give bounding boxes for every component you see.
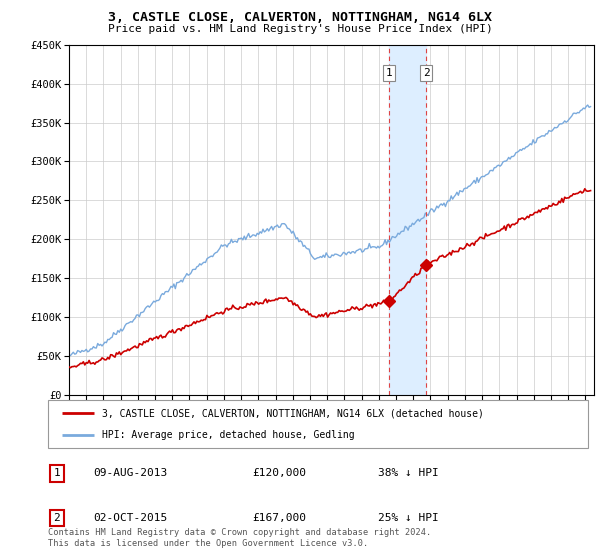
Text: 2: 2	[53, 513, 61, 523]
Text: 1: 1	[53, 468, 61, 478]
Text: 3, CASTLE CLOSE, CALVERTON, NOTTINGHAM, NG14 6LX: 3, CASTLE CLOSE, CALVERTON, NOTTINGHAM, …	[108, 11, 492, 24]
Text: 1: 1	[386, 68, 392, 78]
Text: £120,000: £120,000	[252, 468, 306, 478]
FancyBboxPatch shape	[48, 400, 588, 448]
Text: Price paid vs. HM Land Registry's House Price Index (HPI): Price paid vs. HM Land Registry's House …	[107, 24, 493, 34]
Bar	[389, 45, 426, 395]
Text: HPI: Average price, detached house, Gedling: HPI: Average price, detached house, Gedl…	[102, 430, 355, 440]
Text: 3, CASTLE CLOSE, CALVERTON, NOTTINGHAM, NG14 6LX (detached house): 3, CASTLE CLOSE, CALVERTON, NOTTINGHAM, …	[102, 408, 484, 418]
Text: 2: 2	[423, 68, 430, 78]
Text: Contains HM Land Registry data © Crown copyright and database right 2024.
This d: Contains HM Land Registry data © Crown c…	[48, 528, 431, 548]
Text: 09-AUG-2013: 09-AUG-2013	[93, 468, 167, 478]
Text: 25% ↓ HPI: 25% ↓ HPI	[378, 513, 439, 523]
Text: 02-OCT-2015: 02-OCT-2015	[93, 513, 167, 523]
Text: 38% ↓ HPI: 38% ↓ HPI	[378, 468, 439, 478]
Text: £167,000: £167,000	[252, 513, 306, 523]
